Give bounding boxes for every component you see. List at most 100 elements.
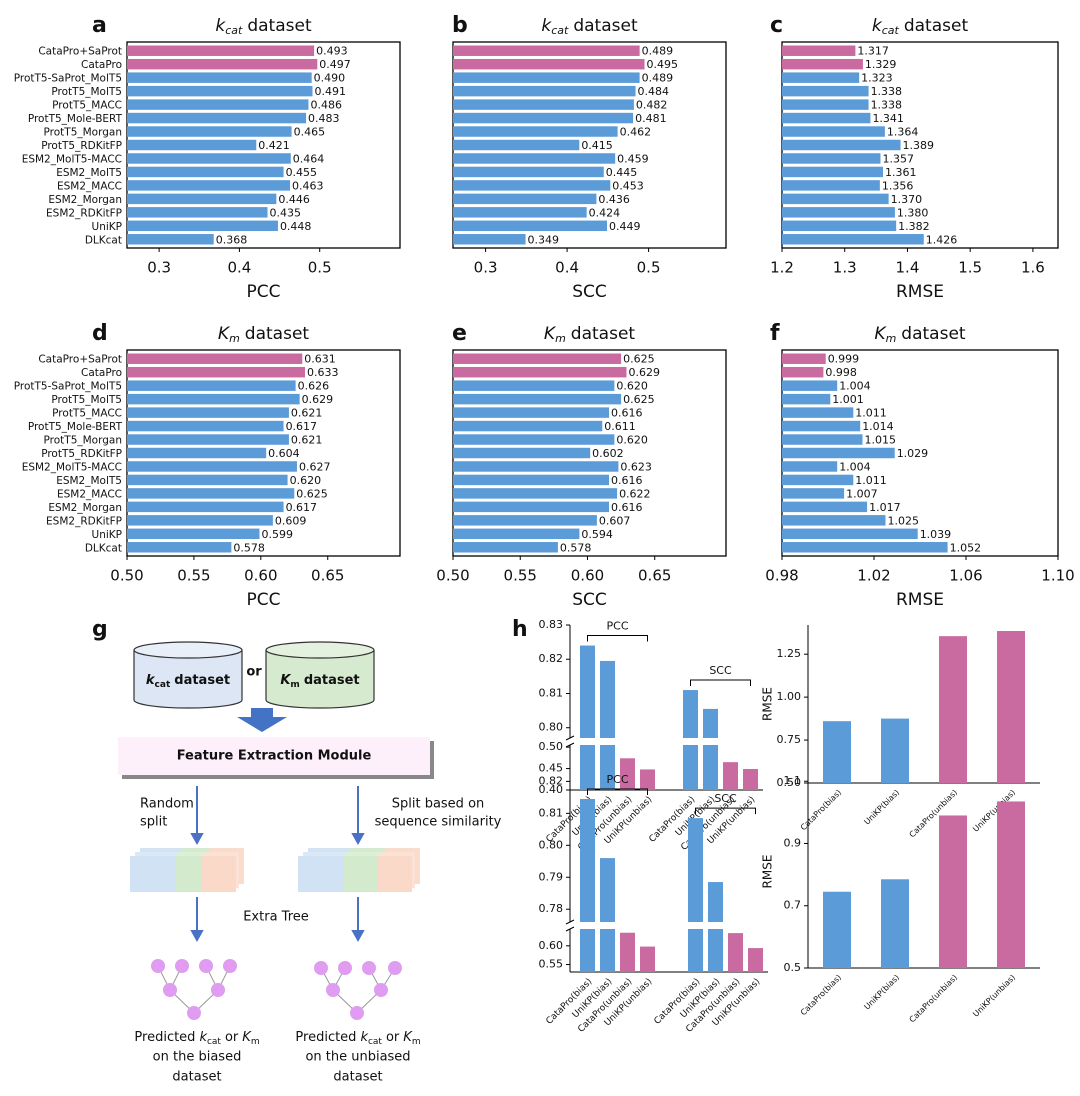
bar [127, 353, 303, 364]
y-axis-label: RMSE [761, 855, 775, 889]
bar [782, 193, 889, 205]
chart-title: Km dataset [874, 324, 965, 345]
value-label: 0.622 [619, 487, 651, 500]
value-label: 1.052 [950, 541, 982, 554]
bar [453, 72, 640, 83]
arrow-head [190, 833, 204, 846]
group-label: SCC [714, 792, 737, 805]
value-label: 0.449 [609, 220, 641, 233]
bar [782, 474, 854, 486]
value-label: 1.380 [897, 206, 929, 219]
value-label: 0.604 [268, 447, 300, 460]
bar [782, 501, 868, 513]
symbol: K [403, 1030, 413, 1045]
bar [453, 112, 634, 124]
bar [723, 762, 738, 790]
bar [782, 207, 895, 218]
sheet [344, 856, 378, 892]
node [199, 959, 213, 973]
output-left: dataset [172, 1070, 221, 1085]
panel-letter: b [452, 13, 468, 38]
y-tick-label: 0.75 [777, 733, 802, 746]
value-label: 0.463 [292, 179, 324, 192]
value-label: 0.633 [307, 366, 339, 379]
node [223, 959, 237, 973]
subscript: m [412, 1037, 421, 1047]
category-label: ESM2_MACC [57, 488, 122, 500]
node [187, 1006, 201, 1020]
category-label: ESM2_RDKitFP [46, 515, 122, 527]
x-tick-label: 1.4 [896, 259, 920, 277]
x-tick-label: 1.10 [1041, 567, 1074, 585]
value-label: 1.329 [865, 58, 897, 71]
value-label: 0.459 [617, 152, 649, 165]
bar [127, 126, 292, 137]
category-label: UniKP [92, 221, 122, 233]
bar [127, 166, 284, 178]
bar [453, 234, 526, 245]
symbol: K [242, 1030, 252, 1045]
y-tick-label: 0.79 [539, 870, 564, 883]
bar [782, 542, 948, 553]
category-label: ESM2_MACC [57, 180, 122, 192]
value-label: 1.017 [869, 501, 901, 514]
subscript: m [251, 1037, 260, 1047]
value-label: 0.497 [319, 58, 351, 71]
bar [881, 718, 909, 783]
y-tick-label: 1.1 [784, 774, 802, 787]
node [151, 959, 165, 973]
value-label: 1.025 [888, 514, 920, 527]
bar [453, 380, 615, 391]
model-label: Extra Tree [243, 910, 309, 925]
y-tick-label: 0.81 [539, 686, 564, 699]
title-symbol: k [215, 16, 226, 36]
arrow-head [190, 930, 204, 943]
symbol: k [146, 673, 156, 688]
bar [782, 72, 860, 83]
subscript: cat [207, 1037, 221, 1047]
bar [683, 745, 698, 790]
sheet [176, 856, 202, 892]
category-label: ESM2_RDKitFP [46, 207, 122, 219]
bar [997, 801, 1025, 968]
value-label: 0.599 [261, 528, 293, 541]
split-right: Split based on [392, 797, 485, 812]
value-label: 0.620 [616, 380, 648, 393]
chart-title: kcat dataset [872, 16, 969, 37]
text: or [225, 1030, 239, 1045]
title-symbol: k [872, 16, 883, 36]
value-label: 1.007 [846, 487, 878, 500]
category-label: CataPro+SaProt [38, 354, 122, 366]
bar [453, 139, 580, 151]
value-label: 0.421 [258, 139, 290, 152]
bar [453, 528, 580, 540]
bar [782, 420, 861, 432]
split-right: sequence similarity [375, 815, 502, 830]
bar [453, 501, 609, 513]
bar [127, 501, 284, 513]
x-tick-label: 1.3 [833, 259, 857, 277]
arrows [190, 786, 365, 943]
x-tick-label: 1.2 [770, 259, 794, 277]
x-axis-label: SCC [572, 282, 607, 302]
group-bracket [587, 788, 648, 795]
value-label: 1.011 [855, 407, 887, 420]
bar [127, 220, 278, 232]
x-tick-label: 0.50 [436, 567, 469, 585]
bar [708, 882, 723, 922]
node [374, 983, 388, 997]
sheet [298, 856, 344, 892]
bar [782, 380, 838, 391]
x-tick-label: 0.50 [110, 567, 143, 585]
panel-letter: e [452, 321, 467, 346]
value-label: 1.317 [857, 45, 889, 58]
bar [708, 929, 723, 972]
symbol: K [280, 673, 291, 688]
bar [453, 461, 619, 472]
value-label: 0.424 [589, 206, 621, 219]
category-label: ProtT5_MolT5 [51, 86, 122, 98]
database-right-label: Km dataset [280, 673, 359, 690]
category-label: ProtT5_MACC [52, 408, 122, 420]
bar [127, 407, 289, 418]
